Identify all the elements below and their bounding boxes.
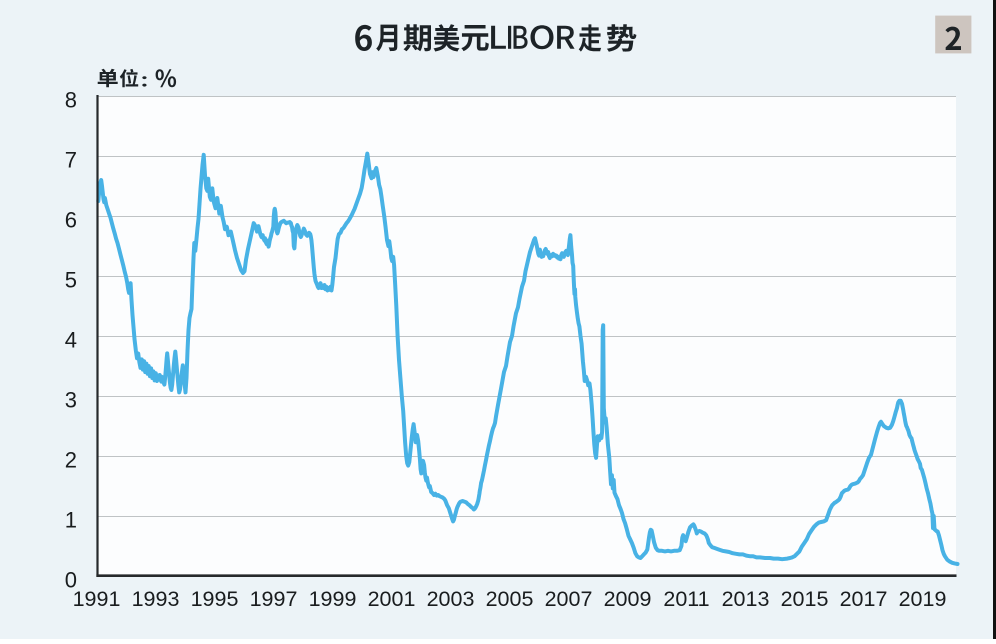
svg-text:8: 8	[65, 88, 77, 113]
svg-text:6: 6	[65, 208, 77, 233]
svg-text:0: 0	[65, 568, 77, 593]
svg-text:1999: 1999	[309, 587, 357, 611]
svg-text:1997: 1997	[250, 587, 298, 611]
svg-text:1995: 1995	[191, 587, 239, 611]
svg-text:2: 2	[65, 448, 77, 473]
svg-text:1993: 1993	[132, 587, 180, 611]
svg-text:2013: 2013	[722, 587, 770, 611]
svg-text:2015: 2015	[781, 587, 829, 611]
svg-text:2007: 2007	[545, 587, 593, 611]
svg-text:2003: 2003	[427, 587, 475, 611]
svg-text:2005: 2005	[486, 587, 534, 611]
svg-text:7: 7	[65, 148, 77, 173]
svg-text:1991: 1991	[73, 587, 121, 611]
svg-text:3: 3	[65, 388, 77, 413]
svg-text:2009: 2009	[604, 587, 652, 611]
svg-text:2017: 2017	[840, 587, 888, 611]
svg-text:5: 5	[65, 268, 77, 293]
svg-text:4: 4	[65, 328, 77, 353]
svg-text:2001: 2001	[368, 587, 416, 611]
svg-text:2011: 2011	[663, 587, 709, 611]
svg-text:2019: 2019	[899, 587, 947, 611]
svg-text:1: 1	[65, 508, 77, 533]
